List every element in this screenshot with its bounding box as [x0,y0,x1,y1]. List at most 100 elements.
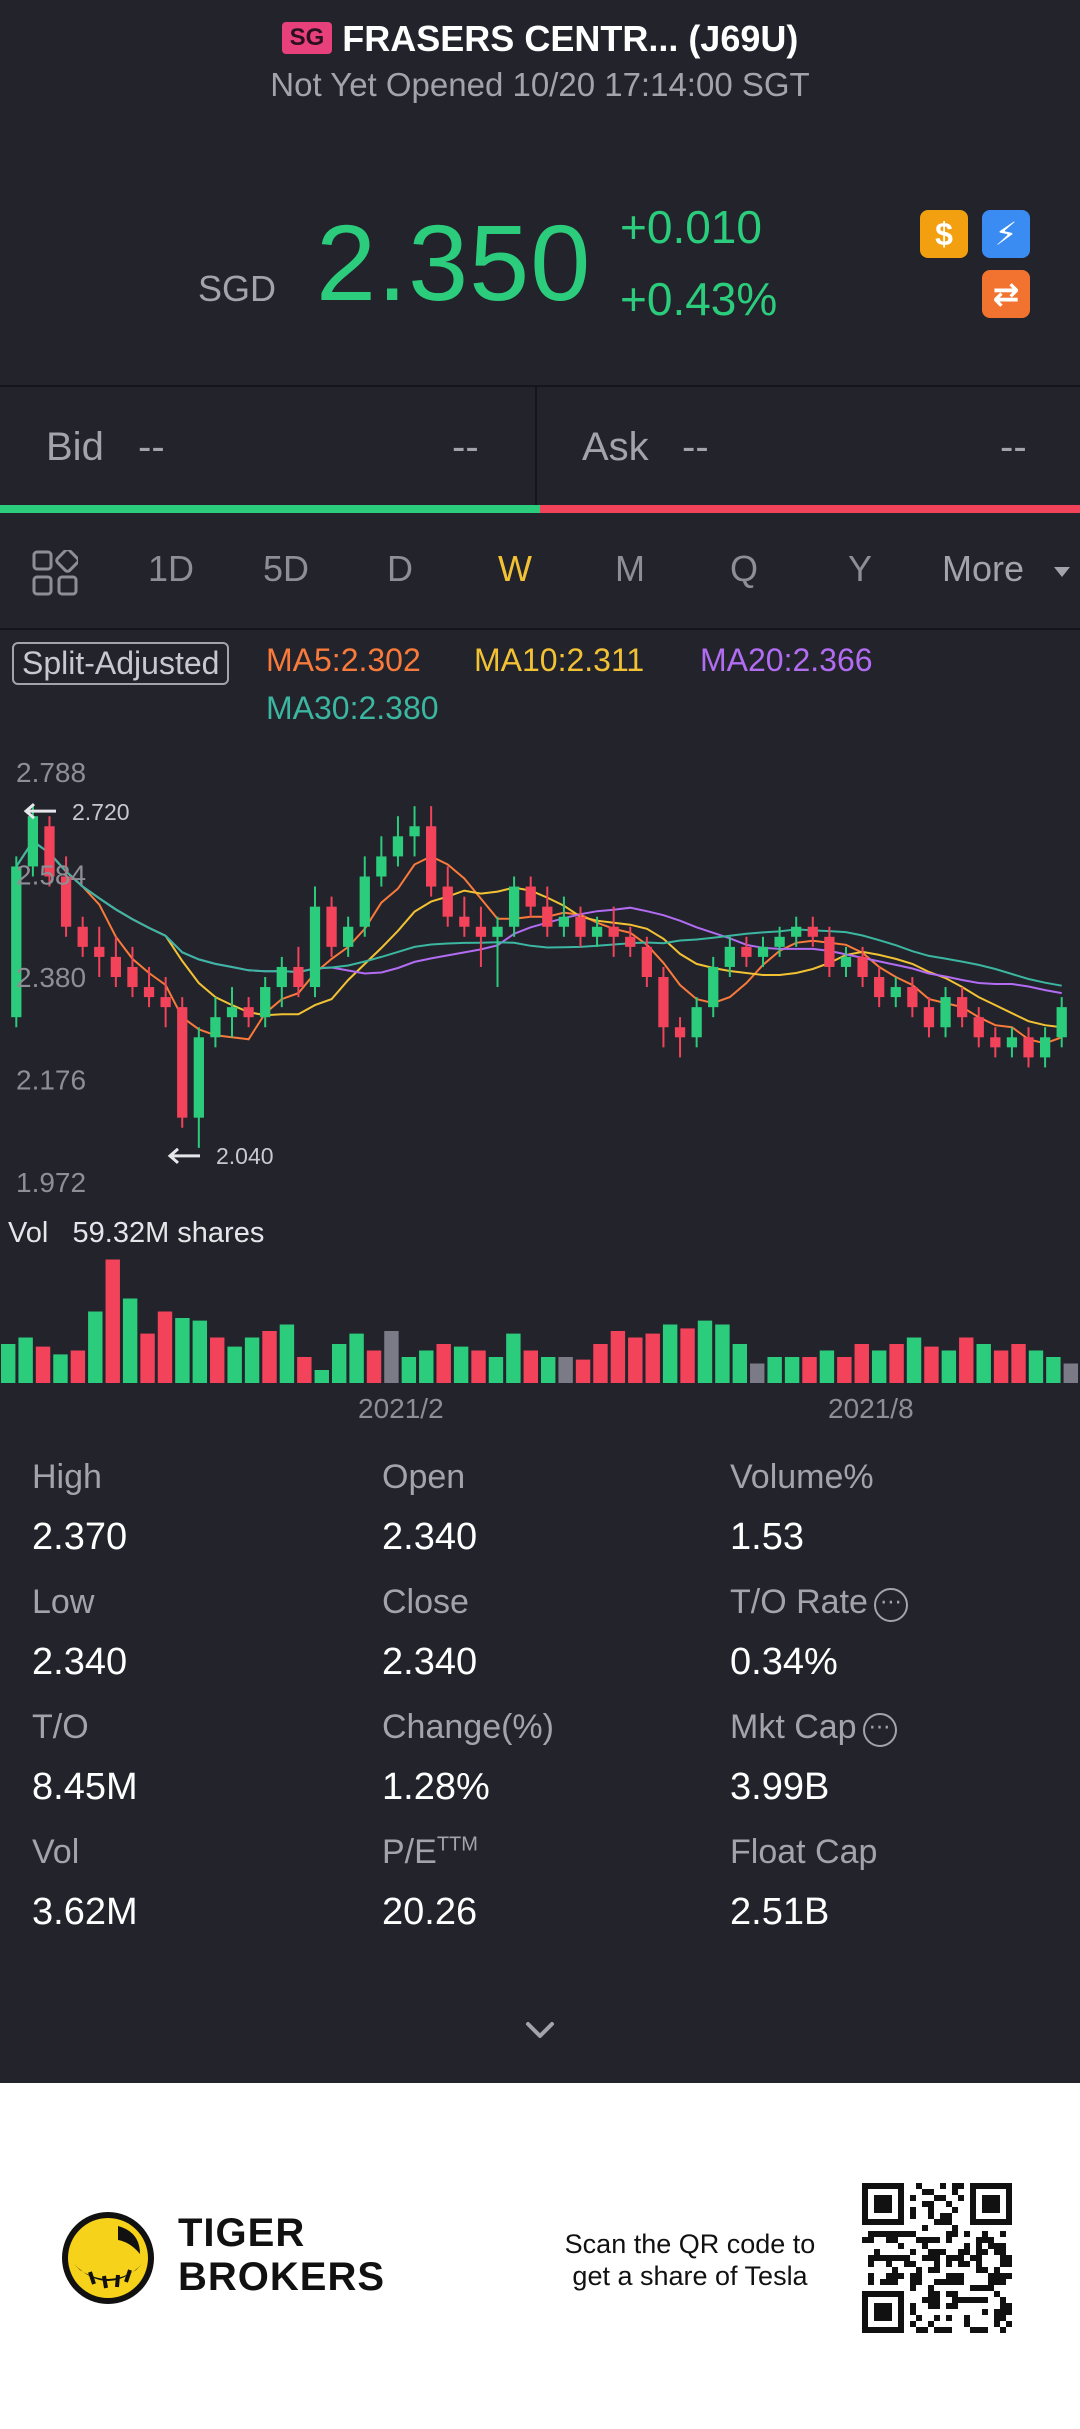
price-change: +0.010 [620,201,762,253]
bid-ask-divider [535,387,537,512]
candle [160,977,171,1028]
arrow-left-icon [167,1147,200,1164]
tab-y[interactable]: Y [847,548,872,589]
volume-bar [680,1328,695,1383]
volume-bar [819,1350,835,1383]
candle [1039,1027,1051,1068]
volume-bar [732,1344,748,1383]
stat-value-t-o-rate: 0.34% [730,1641,838,1683]
tab-more[interactable]: More [941,548,1025,589]
volume-bar [297,1357,312,1383]
candle [459,896,470,937]
volume-bar [70,1350,86,1383]
candle [641,936,653,988]
volume-chart[interactable] [0,1250,1080,1385]
candle [508,876,520,937]
market-status: Not Yet Opened 10/20 17:14:00 SGT [270,66,810,103]
volume-bar [1,1344,16,1383]
grid-icon[interactable] [32,550,78,596]
candle [442,866,453,927]
volume-bar [122,1298,138,1383]
exchange-icon[interactable]: ⇄ [982,270,1030,318]
volume-bar [610,1331,626,1383]
volume-bar [331,1344,347,1383]
volume-bar [645,1333,660,1383]
volume-bar [1028,1350,1044,1383]
stat-label-low: Low [32,1583,95,1621]
period-tabs: 1D 5D D W M Q Y More [0,530,1080,630]
x-tick-label: 2021/2 [358,1393,444,1424]
ma30-line [15,839,1062,987]
candle [990,1027,1001,1058]
tab-q[interactable]: Q [729,548,758,589]
volume-bar [697,1320,713,1383]
volume-bar [959,1337,974,1383]
tab-5d[interactable]: 5D [262,548,310,589]
volume-bar [523,1350,538,1383]
split-adjusted-toggle[interactable]: Split-Adjusted [12,642,230,685]
volume-bar [349,1333,364,1383]
tab-w[interactable]: W [498,548,532,589]
candle [575,906,586,947]
volume-bar [488,1357,504,1383]
candle [708,956,719,1018]
volume-bar [889,1344,904,1383]
candle [774,926,785,957]
volume-bar [227,1346,242,1383]
tab-m[interactable]: M [615,548,645,589]
stat-label-volume: Volume% [730,1458,874,1496]
candle [11,856,22,1028]
price-change-percent: +0.43% [620,273,778,325]
dollar-icon[interactable]: $ [920,210,968,258]
qr-code-icon[interactable] [862,2183,1012,2333]
quote-header: SG FRASERS CENTR... (J69U) Not Yet Opened… [0,0,1080,385]
volume-bar [750,1363,765,1383]
volume-bar [906,1337,922,1383]
info-icon[interactable]: ⋯ [862,1713,897,1747]
candle [840,946,852,977]
volume-bar [419,1350,434,1383]
volume-bar [401,1357,417,1383]
qr-caption: Scan the QR code to get a share of Tesla [564,2229,816,2291]
stat-value-open: 2.340 [382,1516,478,1558]
stat-label-p-e: P/ETTM [382,1833,478,1871]
candlestick-chart[interactable]: 2.788 2.584 2.380 2.176 1.972 2.720 2.040 [0,750,1080,1210]
volume-bar [88,1311,103,1383]
caret-down-icon[interactable] [1052,564,1072,580]
info-icon[interactable]: ⋯ [873,1588,908,1622]
candle [807,916,818,947]
volume-bar [506,1333,521,1383]
candle [525,876,536,917]
stat-label-vol: Vol [32,1833,80,1871]
high-marker-label: 2.720 [72,799,130,825]
stat-value-t-o: 8.45M [32,1766,138,1808]
volume-bar [279,1324,295,1383]
candle [1006,1027,1018,1058]
candle [625,926,636,957]
stat-label-t-o: T/O [32,1708,89,1746]
volume-bar [575,1359,591,1383]
y-tick-label: 2.788 [16,757,86,788]
candle [658,966,669,1048]
arrow-left-icon [23,803,56,820]
candle [409,806,420,857]
candle [558,896,570,937]
tab-1d[interactable]: 1D [147,548,195,589]
volume-bar [558,1357,573,1383]
candle [425,806,437,897]
lightning-icon[interactable]: ⚡ [982,210,1030,258]
ma5-line [15,839,1063,1045]
candle [326,896,337,957]
candle [542,886,553,937]
stat-label-mkt-cap[interactable]: Mkt Cap ⋯ [730,1708,897,1747]
chevron-down-icon[interactable] [520,2010,560,2050]
candle [193,1027,204,1148]
bid-size: -- [452,425,479,469]
volume-bar [175,1318,190,1383]
volume-label: Vol 59.32M shares [8,1217,265,1249]
tab-d[interactable]: D [387,548,413,589]
stat-label-t-o-rate[interactable]: T/O Rate ⋯ [730,1583,908,1622]
ma10-label: MA10:2.311 [474,642,645,678]
candle [260,977,271,1028]
volume-bar [192,1320,208,1383]
